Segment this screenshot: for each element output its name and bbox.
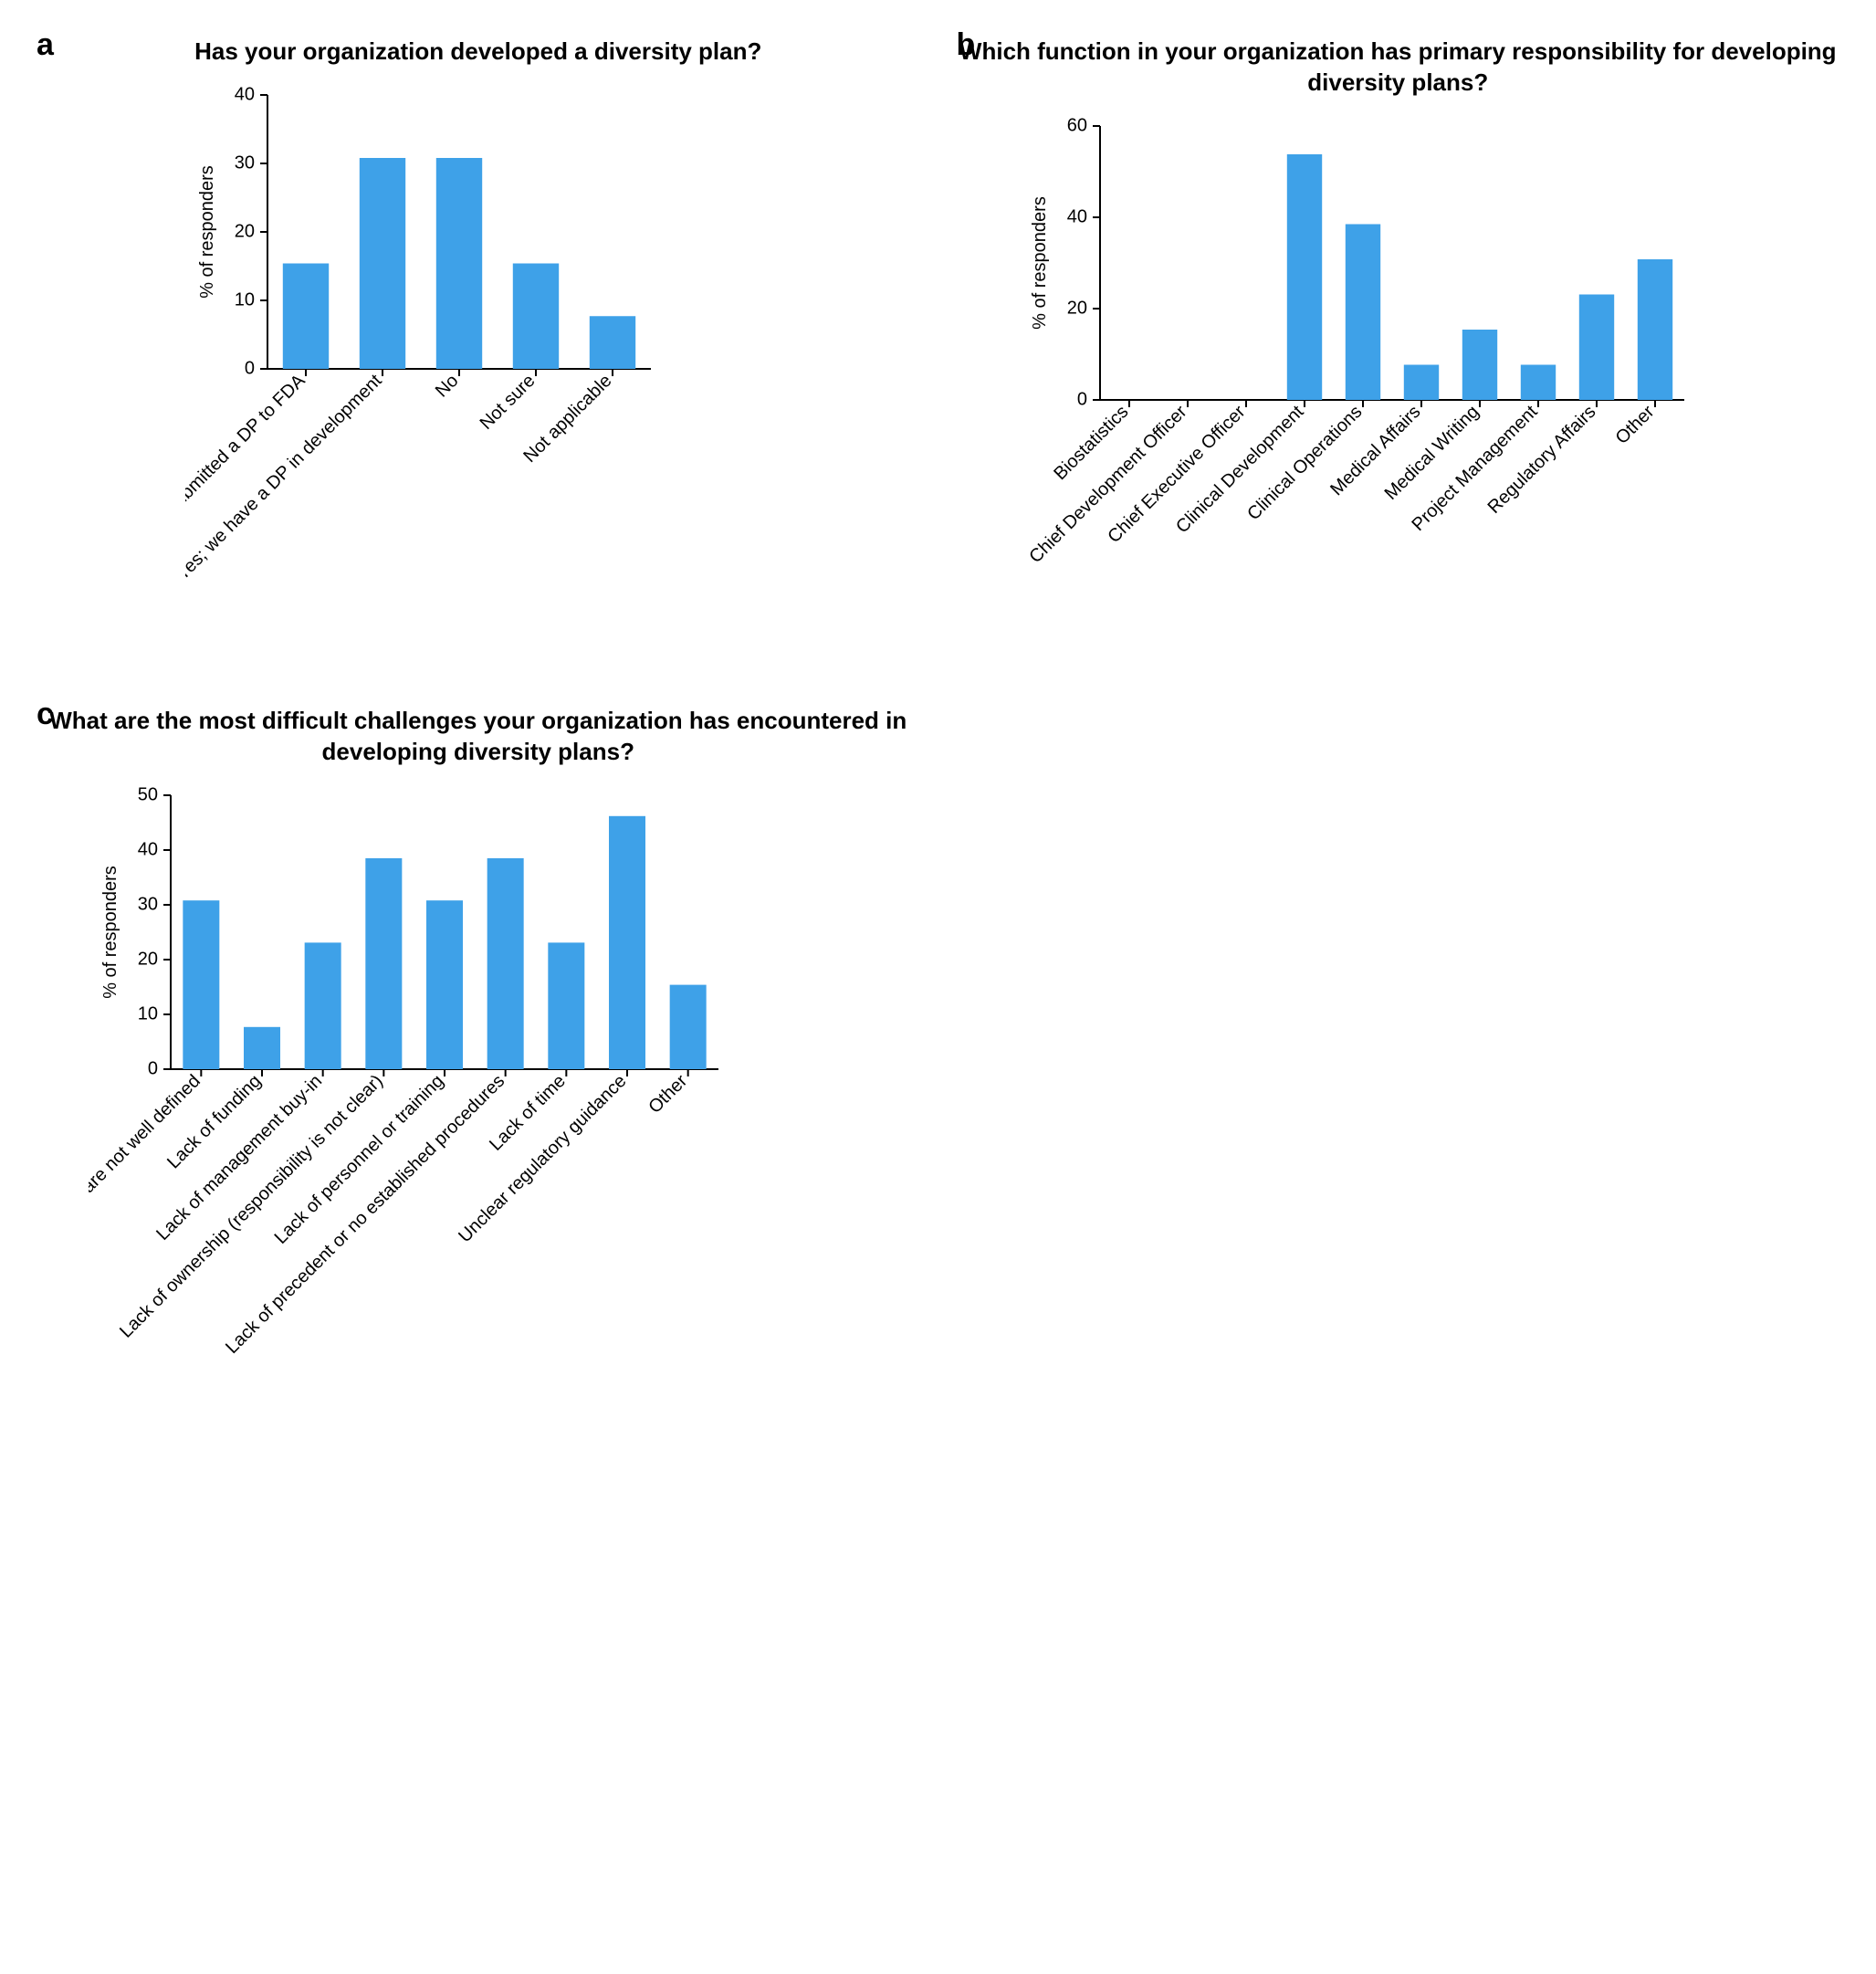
svg-text:0: 0	[245, 358, 255, 378]
panel-a-title: Has your organization developed a divers…	[37, 37, 920, 68]
panel-b: b Which function in your organization ha…	[957, 37, 1840, 651]
panel-c-label: c	[37, 697, 54, 732]
panel-b-chart: 0204060% of respondersBiostatisticsChief…	[1018, 117, 1778, 617]
panel-b-title: Which function in your organization has …	[957, 37, 1840, 99]
svg-text:0: 0	[148, 1058, 158, 1078]
svg-text:10: 10	[234, 289, 254, 310]
svg-text:10: 10	[138, 1003, 158, 1024]
svg-text:Not sure: Not sure	[476, 371, 539, 434]
panel-b-chart-wrap: 0204060% of respondersBiostatisticsChief…	[957, 117, 1840, 617]
svg-text:40: 40	[1067, 206, 1087, 226]
panel-a-chart-wrap: 010203040% of respondersYes; we have sub…	[37, 86, 920, 651]
svg-text:20: 20	[1067, 298, 1087, 318]
svg-text:40: 40	[234, 86, 254, 104]
svg-text:20: 20	[234, 221, 254, 241]
panel-a: a Has your organization developed a dive…	[37, 37, 920, 651]
svg-text:Clinical Operations: Clinical Operations	[1243, 402, 1366, 524]
svg-text:Other: Other	[1612, 401, 1659, 447]
panel-c-title: What are the most difficult challenges y…	[37, 706, 920, 768]
svg-text:Demographics are not well defi: Demographics are not well defined	[89, 1071, 204, 1284]
svg-text:50: 50	[138, 786, 158, 804]
svg-text:% of responders: % of responders	[100, 866, 121, 999]
panel-c-chart-wrap: 0 10 20 30 40 50 % of responders Demographics a…	[37, 786, 920, 1422]
svg-text:Lack of precedent or no establ: Lack of precedent or no established proc…	[222, 1071, 508, 1358]
svg-text:Other: Other	[645, 1070, 691, 1117]
svg-text:0: 0	[1077, 389, 1087, 409]
svg-text:20: 20	[138, 949, 158, 969]
panel-c-chart: 0 10 20 30 40 50 % of responders Demographics a…	[89, 786, 868, 1422]
svg-text:60: 60	[1067, 117, 1087, 135]
panel-a-chart: 010203040% of respondersYes; we have sub…	[185, 86, 771, 651]
svg-text:30: 30	[138, 894, 158, 914]
svg-text:No: No	[432, 371, 463, 402]
panel-c: c What are the most difficult challenges…	[37, 706, 920, 1421]
panel-b-label: b	[957, 27, 976, 63]
svg-text:% of responders: % of responders	[1030, 196, 1050, 330]
svg-text:30: 30	[234, 152, 254, 173]
svg-text:% of responders: % of responders	[197, 165, 217, 299]
svg-text:Regulatory Affairs: Regulatory Affairs	[1484, 402, 1600, 518]
panel-a-label: a	[37, 27, 54, 63]
svg-text:40: 40	[138, 839, 158, 859]
figure-grid: a Has your organization developed a dive…	[37, 37, 1839, 1421]
